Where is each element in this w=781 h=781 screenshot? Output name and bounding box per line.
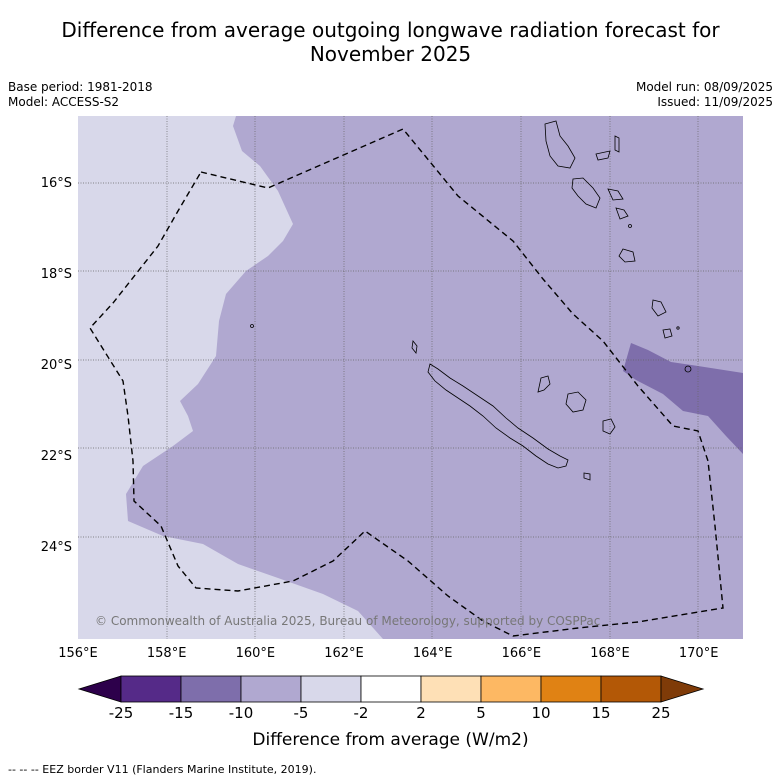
map-area [78,116,743,639]
colorbar-segment [240,675,302,703]
eez-footnote: -- -- -- EEZ border V11 (Flanders Marine… [8,763,317,776]
map-svg [78,116,743,639]
eez-border [89,128,724,637]
gridlines [78,116,743,639]
model-run: Model run: 08/09/2025 [635,80,773,94]
colorbar-tick-label: -5 [293,704,309,722]
colorbar-tick-label: -10 [228,704,254,722]
malakula-island [571,177,601,209]
colorbar-extend-high [660,675,705,703]
y-tick-label: 16°S [40,176,72,192]
model-name: Model: ACCESS-S2 [8,95,120,109]
x-tick-label: 170°E [678,646,719,661]
colorbar-segment [360,675,422,703]
issued-date: Issued: 11/09/2025 [657,95,773,109]
title-line-2: November 2025 [309,42,472,66]
base-period: Base period: 1981-2018 [8,80,153,94]
efate-island [615,207,629,220]
meta-right: Model run: 08/09/2025 Issued: 11/09/2025 [636,80,773,110]
meta-left: Base period: 1981-2018 Model: ACCESS-S2 [8,80,153,110]
y-tick-label: 24°S [40,540,72,556]
ouvea-island [537,375,551,393]
x-tick-label: 158°E [146,646,187,661]
colorbar-tick-label: -25 [108,704,134,722]
belep-islands [411,340,418,354]
x-tick-label: 164°E [412,646,453,661]
x-tick-label: 156°E [58,646,98,661]
vanuatu-island-1 [595,150,611,161]
copyright-notice: © Commonwealth of Australia 2025, Bureau… [95,614,601,628]
lifou-island [565,391,587,413]
y-tick-label: 22°S [40,449,72,465]
vanuatu-island-3 [607,188,624,201]
isle-of-pines [583,472,591,481]
colorbar-tick-label: 15 [591,704,611,722]
x-tick-label: 166°E [501,646,542,661]
title-line-1: Difference from average outgoing longwav… [61,18,720,42]
colorbar-tick-label: -2 [353,704,369,722]
vanuatu-island-2 [614,135,620,153]
small-island-1 [684,365,692,373]
colorbar-segment [120,675,182,703]
vanuatu-island-4 [618,248,636,263]
region-minus5-minus2 [78,116,383,639]
colorbar-segment [180,675,242,703]
colorbar-tick-label: 10 [531,704,551,722]
y-tick-label: 18°S [40,267,72,283]
chart-title: Difference from average outgoing longwav… [0,18,781,66]
mare-island [602,418,616,435]
x-tick-label: 168°E [590,646,630,661]
small-island-4 [676,326,680,330]
colorbar-segment [420,675,482,703]
colorbar-segment [300,675,362,703]
new-caledonia-island [427,363,569,469]
small-island-2 [628,224,632,228]
y-tick-label: 20°S [40,358,72,374]
colorbar [77,675,705,703]
tanna-island [651,299,667,317]
colorbar-tick-label: 5 [476,704,486,722]
colorbar-tick-label: -15 [168,704,194,722]
colorbar-tick-label: 2 [416,704,426,722]
espiritu-santo-island [544,120,576,169]
colorbar-label: Difference from average (W/m2) [252,730,529,750]
x-tick-label: 160°E [235,646,276,661]
colorbar-extend-low [77,675,122,703]
colorbar-segment [480,675,542,703]
small-island-3 [250,324,254,328]
colorbar-segment [600,675,662,703]
x-tick-label: 162°E [324,646,364,661]
region-minus15-minus10 [623,343,743,454]
colorbar-tick-label: 25 [651,704,671,722]
aneityum-island [662,328,673,339]
colorbar-segment [540,675,602,703]
